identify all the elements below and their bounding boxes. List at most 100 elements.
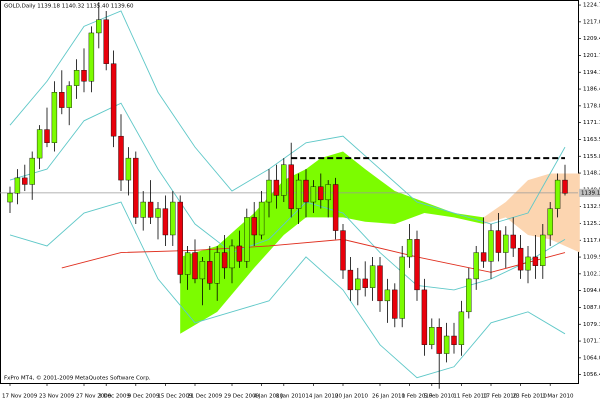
candle-body	[443, 335, 450, 354]
y-tick-label: 1155.85	[583, 154, 600, 160]
ichimoku-cloud	[180, 151, 484, 334]
candle-body	[532, 256, 539, 266]
candle-body	[429, 327, 435, 345]
x-tick-label: 14 Jan 2010	[305, 394, 338, 400]
candle-body	[488, 230, 494, 262]
candle-body	[36, 129, 43, 159]
y-tick-label: 1125.25	[583, 221, 600, 227]
candle-body	[118, 135, 124, 181]
candle-body	[184, 252, 191, 275]
candle-body	[221, 252, 228, 269]
candle-body	[562, 179, 568, 194]
candle-body	[332, 184, 339, 231]
candle-body	[355, 278, 361, 291]
candle-body	[266, 179, 272, 203]
candle-body	[503, 234, 509, 253]
x-tick-label: 17 Nov 2009	[2, 394, 38, 400]
candle-body	[73, 70, 80, 86]
candle-body	[88, 32, 95, 82]
candle-body	[451, 335, 457, 345]
y-tick-label: 1194.10	[583, 70, 600, 76]
candle-body	[199, 261, 206, 280]
candle-body	[414, 239, 420, 291]
candle-body	[244, 217, 250, 262]
y-tick-label: 1056.40	[583, 372, 600, 378]
candle-body	[325, 184, 331, 201]
candle-body	[406, 239, 413, 258]
candle-body	[273, 179, 280, 196]
candle-body	[96, 19, 102, 34]
y-tick-label: 1171.15	[583, 120, 600, 126]
y-tick-label: 1163.50	[583, 137, 600, 143]
price-label-box	[579, 188, 600, 197]
x-tick-label: 17 Feb 2010	[483, 394, 518, 400]
x-tick-label: 23 Nov 2009	[39, 394, 75, 400]
y-tick-label: 1117.60	[583, 238, 600, 244]
candle-body	[295, 179, 302, 209]
candle-body	[384, 289, 391, 302]
y-tick-label: 1087.00	[583, 305, 600, 311]
candle-body	[44, 129, 50, 143]
candle-body	[318, 186, 324, 201]
candle-body	[14, 177, 21, 194]
candle-body	[29, 157, 35, 185]
chart-title: GOLD,Daily 1139.18 1140.32 1135.40 1139.…	[4, 4, 134, 10]
x-tick-label: 20 Jan 2010	[335, 394, 368, 400]
indicator-line	[9, 102, 566, 291]
candle-body	[303, 179, 309, 203]
candle-body	[362, 278, 368, 288]
x-tick-label: 5 Feb 2010	[424, 394, 455, 400]
candle-body	[214, 252, 220, 284]
y-tick-label: 1109.95	[583, 255, 600, 261]
x-tick-label: 1 Feb 2010	[402, 394, 433, 400]
y-tick-label: 1201.75	[583, 53, 600, 59]
x-tick-label: 11 Feb 2010	[453, 394, 488, 400]
candle-body	[310, 186, 317, 203]
candle-body	[251, 217, 257, 236]
candle-body	[81, 70, 87, 82]
candle-body	[140, 201, 146, 218]
candle-body	[458, 311, 465, 345]
price-label: 1139.18	[581, 190, 600, 196]
y-tick-label: 1132.90	[583, 204, 600, 210]
candle-body	[66, 85, 72, 108]
candle-body	[547, 208, 553, 236]
candle-body	[347, 269, 354, 291]
candle-body	[495, 230, 502, 253]
y-tick-label: 1217.05	[583, 19, 600, 25]
y-tick-label: 1071.70	[583, 339, 600, 345]
candle-body	[133, 157, 139, 218]
plot-layer	[0, 2, 580, 389]
y-tick-label: 1079.35	[583, 322, 600, 328]
candle-body	[377, 265, 383, 302]
candle-body	[258, 201, 265, 236]
candle-body	[229, 245, 235, 269]
candle-body	[399, 256, 405, 319]
y-tick-label: 1064.05	[583, 355, 600, 361]
candle-body	[192, 252, 198, 280]
x-tick-label: 26 Jan 2010	[372, 394, 405, 400]
x-tick-label: 29 Dec 2009	[224, 394, 260, 400]
candle-body	[392, 289, 398, 319]
candle-body	[162, 208, 169, 236]
y-tick-label: 1209.40	[583, 36, 600, 42]
candle-body	[59, 92, 65, 108]
x-tick-label: 3 Dec 2009	[98, 394, 130, 400]
candle-body	[288, 164, 294, 209]
candle-body	[22, 177, 28, 185]
y-tick-label: 1224.70	[583, 3, 600, 9]
candle-body	[236, 245, 243, 262]
candle-body	[170, 201, 176, 236]
y-tick-label: 1178.80	[583, 103, 600, 109]
y-tick-label: 1094.65	[583, 288, 600, 294]
candle-body	[510, 234, 516, 249]
candle-body	[281, 164, 287, 196]
x-tick-label: 15 Dec 2009	[157, 394, 193, 400]
candle-body	[125, 157, 132, 181]
y-tick-label: 1102.30	[583, 271, 600, 277]
candle-body	[340, 230, 346, 271]
candle-body	[473, 252, 479, 280]
candle-body	[466, 278, 472, 313]
